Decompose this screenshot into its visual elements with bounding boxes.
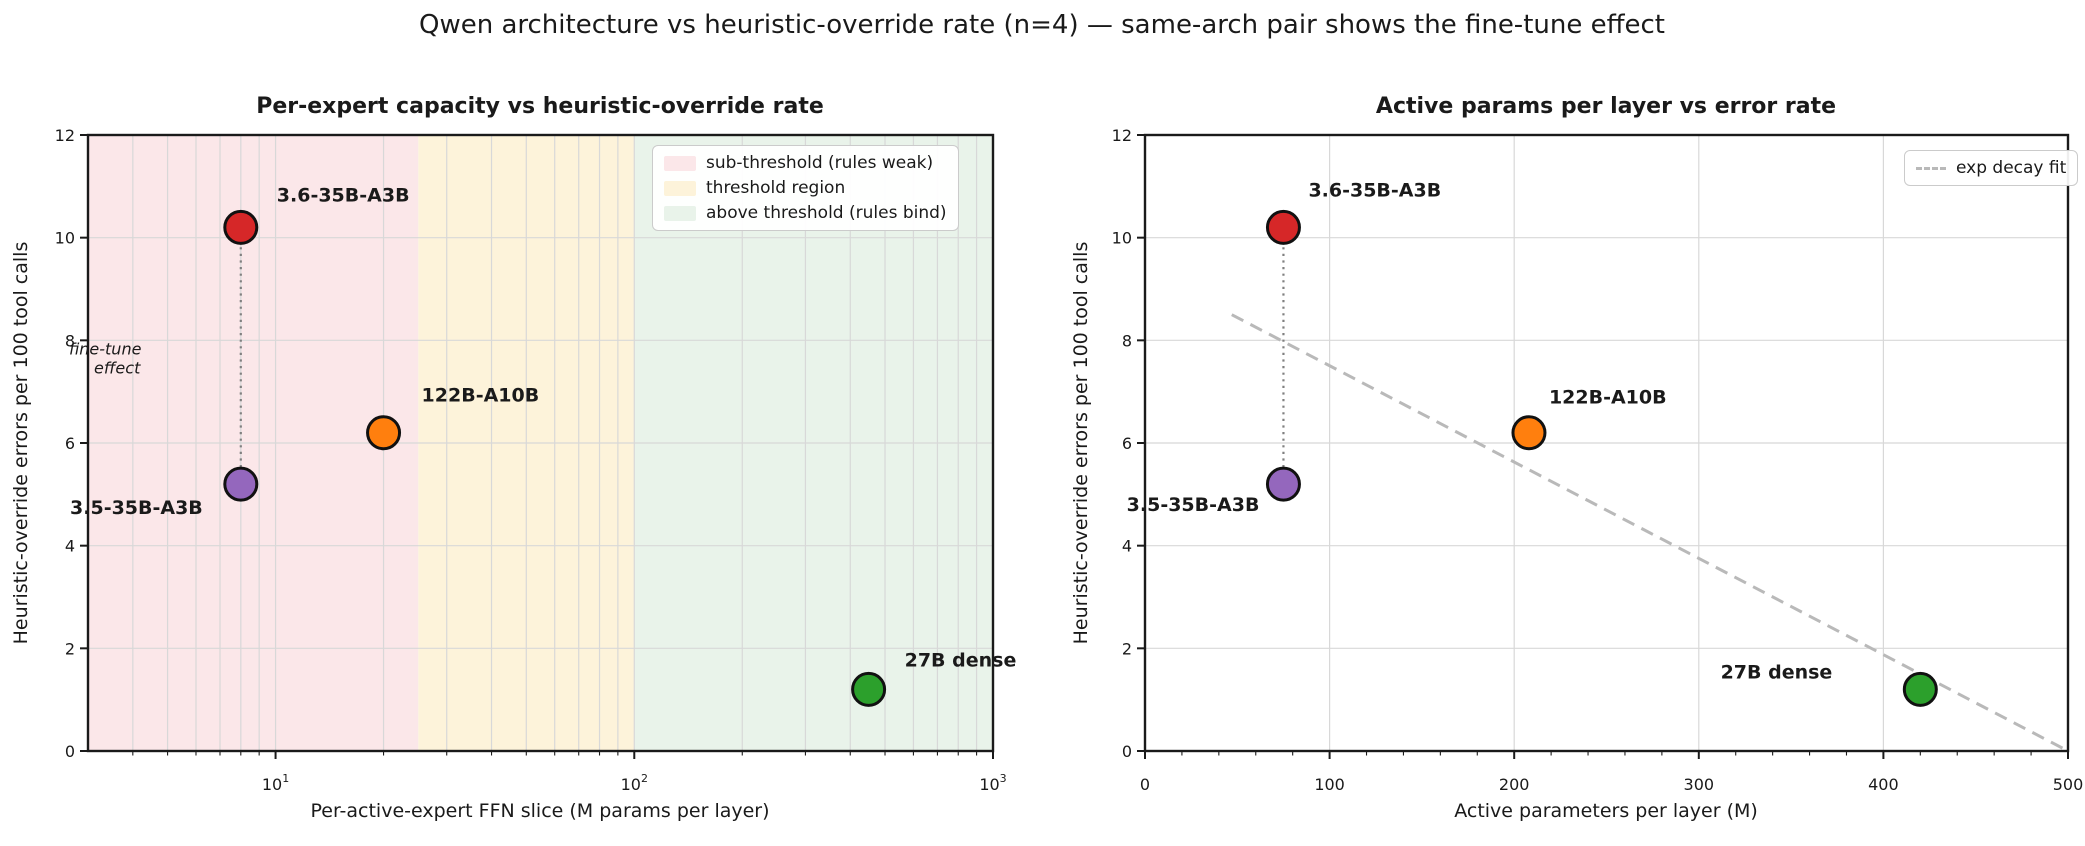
y-tick-label: 4 xyxy=(1122,537,1132,556)
scatter-point-27b-dense xyxy=(1902,671,1938,707)
x-tick-label: 500 xyxy=(2053,775,2084,794)
fine-tune-effect-annotation: fine-tune xyxy=(69,340,142,359)
legend-label: threshold region xyxy=(706,178,846,198)
y-tick-label: 6 xyxy=(65,434,75,453)
right-plot-title: Active params per layer vs error rate xyxy=(1375,94,1837,119)
y-tick-label: 6 xyxy=(1122,434,1132,453)
y-tick-label: 12 xyxy=(1112,126,1132,145)
y-tick-label: 2 xyxy=(65,639,75,658)
y-tick-label: 2 xyxy=(1122,639,1132,658)
point-label: 122B-A10B xyxy=(1549,387,1667,409)
legend-color-swatch xyxy=(664,155,696,171)
x-tick-label: 300 xyxy=(1684,775,1715,794)
x-tick-label: 0 xyxy=(1140,775,1150,794)
legend-row: above threshold (rules bind) xyxy=(664,203,947,223)
right-plot-legend: exp decay fit xyxy=(1904,150,2079,186)
legend-color-swatch xyxy=(664,205,696,221)
figure-suptitle: Qwen architecture vs heuristic-override … xyxy=(418,10,1666,40)
scatter-point-122b-a10b xyxy=(366,415,402,451)
y-tick-label: 8 xyxy=(65,331,75,350)
legend-label: above threshold (rules bind) xyxy=(706,203,947,223)
point-label: 3.6-35B-A3B xyxy=(277,184,410,206)
x-tick-label: 400 xyxy=(1868,775,1899,794)
point-label: 27B dense xyxy=(1721,661,1833,683)
left-plot-legend: sub-threshold (rules weak) threshold regi… xyxy=(652,145,959,231)
legend-row: threshold region xyxy=(664,178,947,198)
left-plot-title: Per-expert capacity vs heuristic-overrid… xyxy=(256,94,824,119)
y-tick-label: 0 xyxy=(65,742,75,761)
x-tick-label: 103 xyxy=(979,772,1006,794)
legend-row: sub-threshold (rules weak) xyxy=(664,153,947,173)
y-tick-label: 0 xyxy=(1122,742,1132,761)
scatter-point-3-5-35b-a3b xyxy=(1265,466,1301,502)
plot-area-1: 3.6-35B-A3B 3.5-35B-A3B 122B-A10B 27B dense… xyxy=(1112,126,2084,794)
point-label: 122B-A10B xyxy=(422,385,540,407)
scatter-point-122b-a10b xyxy=(1511,415,1547,451)
legend-color-swatch xyxy=(664,180,696,196)
y-tick-label: 8 xyxy=(1122,331,1132,350)
legend-label: sub-threshold (rules weak) xyxy=(706,153,934,173)
x-tick-label: 101 xyxy=(262,772,289,794)
legend-row: exp decay fit xyxy=(1916,158,2066,178)
point-label: 27B dense xyxy=(905,649,1017,671)
left-plot-xaxis-label: Per-active-expert FFN slice (M params pe… xyxy=(310,800,770,822)
point-label: 3.5-35B-A3B xyxy=(1127,494,1260,516)
scatter-point-27b-dense xyxy=(851,671,887,707)
y-tick-label: 4 xyxy=(65,537,75,556)
y-tick-label: 10 xyxy=(1112,229,1132,248)
x-tick-label: 102 xyxy=(621,772,648,794)
right-plot-xaxis-label: Active parameters per layer (M) xyxy=(1454,800,1758,822)
legend-label: exp decay fit xyxy=(1956,158,2067,178)
x-tick-label: 200 xyxy=(1499,775,1530,794)
y-tick-label: 10 xyxy=(55,229,75,248)
exp-decay-fit-line xyxy=(1231,313,2069,753)
y-tick-label: 12 xyxy=(55,126,75,145)
point-label: 3.6-35B-A3B xyxy=(1308,179,1441,201)
scatter-point-3-6-35b-a3b xyxy=(1265,209,1301,245)
scatter-point-3-5-35b-a3b xyxy=(223,466,259,502)
point-label: 3.5-35B-A3B xyxy=(70,497,203,519)
fine-tune-effect-annotation: effect xyxy=(94,359,141,378)
legend-dash-sample xyxy=(1916,166,1946,170)
scatter-point-3-6-35b-a3b xyxy=(223,209,259,245)
x-tick-label: 100 xyxy=(1314,775,1345,794)
plot-area-0: 3.6-35B-A3B 3.5-35B-A3B 122B-A10B 27B dense… xyxy=(55,126,1017,794)
